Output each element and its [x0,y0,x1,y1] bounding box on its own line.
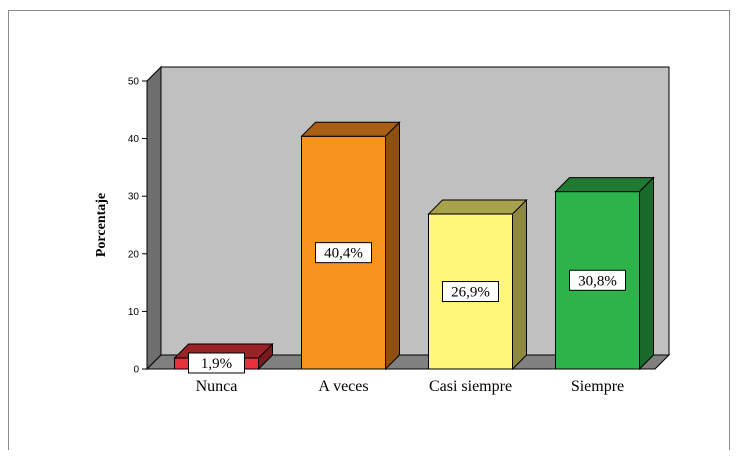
bar-side [258,342,273,371]
data-label-box [315,242,372,264]
bar-side [512,198,527,371]
bar-top [554,177,655,193]
bar-side [385,121,400,371]
data-label: 1,9% [201,356,232,372]
bar-chart: 0 10 20 30 40 50 Porcentaje 1,9% Nunca 40,4% A vec… [94,65,671,395]
bar-top [427,199,528,215]
y-tick-label: 10 [128,307,140,318]
y-axis-title: Porcentaje [94,193,109,257]
data-label: 40,4% [324,246,363,262]
data-label-box [188,352,245,374]
x-category-label: A veces [318,378,368,395]
x-category-label: Nunca [196,378,238,395]
bar-top [300,121,401,137]
data-label: 26,9% [451,285,490,301]
data-label: 30,8% [578,273,617,289]
y-tick-label: 30 [128,192,140,203]
left-wall [146,65,162,371]
y-tick-label: 50 [128,77,140,88]
y-tick-label: 20 [128,249,140,260]
x-category-label: Casi siempre [429,378,512,395]
data-label-box [442,281,499,303]
chart-frame: 0 10 20 30 40 50 Porcentaje 1,9% Nunca 40,4% A vec… [8,10,730,450]
data-label-box [569,269,626,291]
x-category-label: Siempre [571,378,624,395]
y-tick-label: 0 [133,365,139,376]
y-tick-label: 40 [128,134,140,145]
bar-side [639,176,654,371]
